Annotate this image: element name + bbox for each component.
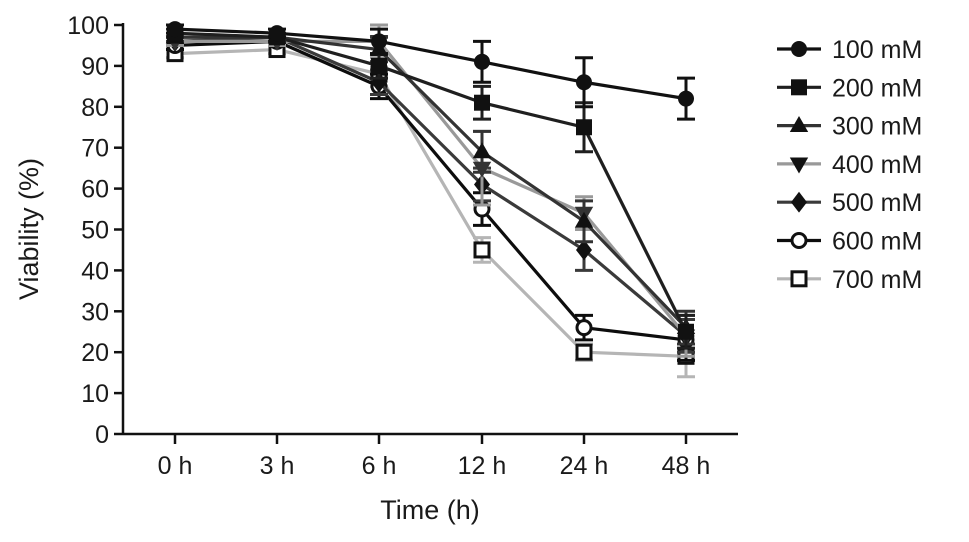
y-tick-label: 80 xyxy=(81,94,109,122)
y-tick-label: 30 xyxy=(81,298,109,326)
x-tick-label: 48 h xyxy=(662,452,711,480)
axes: 0 10 20 30 40 50 60 70 80 90 100 0 h 3 h 6 h 12 h 24 h… xyxy=(67,12,738,480)
legend-label: 600 mM xyxy=(832,228,922,256)
data-point xyxy=(474,53,490,70)
data-point xyxy=(472,142,492,159)
y-tick-label: 60 xyxy=(81,176,109,204)
legend-marker xyxy=(789,116,809,132)
data-point xyxy=(167,21,183,38)
series-200-mm xyxy=(166,25,695,350)
series-line xyxy=(174,35,688,338)
data-point xyxy=(574,211,594,228)
y-tick-label: 0 xyxy=(95,421,109,449)
legend-item: 600 mM xyxy=(777,228,922,256)
series-line xyxy=(174,27,687,101)
series-100-mm xyxy=(166,21,695,121)
legend-marker xyxy=(790,232,808,249)
data-point xyxy=(576,119,592,136)
legend-label: 100 mM xyxy=(832,36,922,64)
plot-area xyxy=(165,21,696,379)
x-tick-label: 6 h xyxy=(362,452,397,480)
x-tick-label: 12 h xyxy=(458,452,507,480)
legend-label: 300 mM xyxy=(832,113,922,141)
x-tick-label: 0 h xyxy=(158,452,193,480)
data-point xyxy=(371,57,387,74)
legend-label: 500 mM xyxy=(832,189,922,217)
legend-label: 700 mM xyxy=(832,266,922,294)
legend-item: 100 mM xyxy=(777,36,922,64)
y-axis-title: Viability (%) xyxy=(14,158,44,300)
data-point xyxy=(575,343,593,361)
data-point xyxy=(371,71,387,93)
data-point xyxy=(474,94,490,111)
data-point xyxy=(269,25,285,42)
legend-label: 200 mM xyxy=(832,74,922,102)
legend: 100 mM 200 mM 300 mM 400 mM 500 mM 600 mM 700 … xyxy=(777,36,922,294)
x-axis-ticks: 0 h 3 h 6 h 12 h 24 h 48 h xyxy=(158,434,711,480)
y-tick-label: 100 xyxy=(67,12,109,40)
legend-marker xyxy=(790,270,808,288)
y-tick-label: 50 xyxy=(81,217,109,245)
data-point xyxy=(576,239,592,261)
y-axis-ticks: 0 10 20 30 40 50 60 70 80 90 100 xyxy=(67,12,123,449)
data-point xyxy=(473,241,491,259)
legend-label: 400 mM xyxy=(832,151,922,179)
legend-marker xyxy=(789,157,809,174)
x-tick-label: 24 h xyxy=(560,452,609,480)
legend-marker xyxy=(791,41,807,57)
series-700-mm xyxy=(166,41,695,379)
x-tick-label: 3 h xyxy=(260,452,295,480)
legend-item: 400 mM xyxy=(777,151,922,179)
series-line xyxy=(174,31,688,333)
legend-marker xyxy=(791,191,807,213)
series-300-mm xyxy=(165,27,696,346)
data-point xyxy=(678,323,694,340)
legend-item: 300 mM xyxy=(777,113,922,141)
y-tick-label: 40 xyxy=(81,257,109,285)
y-tick-label: 90 xyxy=(81,53,109,81)
data-point xyxy=(371,33,387,50)
y-tick-label: 20 xyxy=(81,339,109,367)
legend-item: 500 mM xyxy=(777,189,922,217)
data-point xyxy=(678,90,694,107)
y-tick-label: 70 xyxy=(81,135,109,163)
series-line xyxy=(175,39,688,337)
legend-item: 200 mM xyxy=(777,74,922,102)
legend-item: 700 mM xyxy=(777,266,922,294)
data-point xyxy=(575,319,593,337)
y-tick-label: 10 xyxy=(81,380,109,408)
x-axis-title: Time (h) xyxy=(380,495,480,525)
series-line xyxy=(174,47,687,358)
data-point xyxy=(576,74,592,91)
series-line xyxy=(175,35,688,329)
legend-marker xyxy=(791,79,807,96)
